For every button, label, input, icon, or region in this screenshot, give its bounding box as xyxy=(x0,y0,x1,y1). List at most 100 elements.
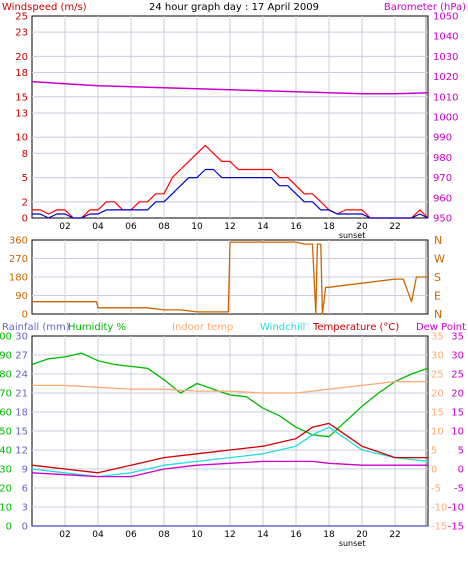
x-tick-label: 14 xyxy=(257,222,269,232)
humidity-axis-label: Humidity % xyxy=(68,322,126,333)
direction-tick-label: 270 xyxy=(9,254,28,265)
x-tick-label: 16 xyxy=(290,530,302,540)
x-tick-label: 14 xyxy=(257,530,269,540)
rain-tick-label: 12 xyxy=(15,446,28,457)
indoor-tick-label: -15 xyxy=(431,522,447,533)
humidity-tick-label: 60 xyxy=(0,408,12,419)
rain-tick-label: 18 xyxy=(15,408,28,419)
rain-tick-label: 3 xyxy=(22,503,28,514)
series-windchill-line xyxy=(31,426,429,478)
temp-tick-label: 5 xyxy=(458,446,464,457)
indoor-tick-label: 25 xyxy=(431,370,444,381)
indoor-tick-label: 10 xyxy=(431,427,444,438)
direction-tick-label: 360 xyxy=(9,236,28,247)
direction-tick-label: 180 xyxy=(9,273,28,284)
temp-tick-label: 15 xyxy=(451,408,464,419)
baro-axis-label: Barometer (hPa) xyxy=(384,2,466,13)
direction-tick-label: 90 xyxy=(15,291,28,302)
indoor-tick-label: 20 xyxy=(431,389,444,400)
x-tick-label: 20 xyxy=(356,222,368,232)
temp-tick-label: 0 xyxy=(458,465,464,476)
x-tick-label: 02 xyxy=(59,530,70,540)
x-tick-label: 10 xyxy=(191,222,203,232)
x-tick-label: 20 xyxy=(356,530,368,540)
rain-tick-label: 15 xyxy=(15,427,28,438)
humidity-tick-label: 90 xyxy=(0,351,12,362)
temp-tick-label: 35 xyxy=(451,332,464,343)
x-tick-label: 18 xyxy=(323,530,335,540)
series-gust-line xyxy=(32,168,429,219)
wind-tick-label: 13 xyxy=(15,108,28,119)
temp-tick-label: -15 xyxy=(448,522,464,533)
humidity-tick-label: 50 xyxy=(0,427,12,438)
direction-tick-label: 0 xyxy=(22,310,28,321)
wind-tick-label: 2 xyxy=(22,197,28,208)
series-humidity-line xyxy=(31,352,429,438)
baro-tick-label: 1020 xyxy=(433,72,458,83)
x-tick-label: 06 xyxy=(125,530,137,540)
x-tick-label: 22 xyxy=(389,222,400,232)
baro-tick-label: 1010 xyxy=(433,92,458,103)
x-tick-label: 04 xyxy=(92,222,104,232)
baro-tick-label: 1030 xyxy=(433,52,458,63)
temp-tick-label: 10 xyxy=(451,427,464,438)
baro-tick-label: 1000 xyxy=(433,113,458,124)
humidity-tick-label: 40 xyxy=(0,446,12,457)
series-temperature-line xyxy=(31,422,428,474)
humidity-tick-label: 20 xyxy=(0,484,12,495)
baro-tick-label: 960 xyxy=(433,193,452,204)
rain-tick-label: 9 xyxy=(22,465,28,476)
baro-tick-label: 950 xyxy=(433,214,452,225)
sunset-label: sunset xyxy=(339,231,366,240)
wind-tick-label: 20 xyxy=(15,52,28,63)
baro-tick-label: 970 xyxy=(433,173,452,184)
wind-tick-label: 23 xyxy=(15,28,28,39)
compass-label: E xyxy=(434,290,441,303)
x-tick-label: 08 xyxy=(158,222,170,232)
baro-tick-label: 980 xyxy=(433,153,452,164)
rain-tick-label: 21 xyxy=(15,389,28,400)
baro-tick-label: 1050 xyxy=(433,12,458,23)
wind-axis-label: Windspeed (m/s) xyxy=(2,2,87,13)
sunset-label: sunset xyxy=(339,539,366,548)
x-tick-label: 06 xyxy=(125,222,137,232)
indoor-tick-label: 5 xyxy=(431,446,437,457)
x-tick-label: 12 xyxy=(224,222,235,232)
x-tick-label: 08 xyxy=(158,530,170,540)
temperature-axis-label: Temperature (°C) xyxy=(312,322,399,333)
dewpoint-axis-label: Dew Point xyxy=(416,322,466,333)
rain-tick-label: 27 xyxy=(15,351,28,362)
x-tick-label: 22 xyxy=(389,530,400,540)
x-tick-label: 02 xyxy=(59,222,70,232)
chart-title: 24 hour graph day : 17 April 2009 xyxy=(149,2,319,13)
wind-tick-label: 10 xyxy=(15,133,28,144)
compass-label: W xyxy=(434,253,445,266)
rain-tick-label: 6 xyxy=(22,484,28,495)
baro-tick-label: 1040 xyxy=(433,32,458,43)
temp-tick-label: 20 xyxy=(451,389,464,400)
wind-tick-label: 5 xyxy=(22,173,28,184)
wind-tick-label: 25 xyxy=(15,12,28,23)
wind-tick-label: 8 xyxy=(22,149,28,160)
humidity-tick-label: 100 xyxy=(0,332,12,343)
indoor-tick-label: -10 xyxy=(431,503,447,514)
indoor-tick-label: 35 xyxy=(431,332,444,343)
indoor-tick-label: -5 xyxy=(431,484,441,495)
humidity-tick-label: 80 xyxy=(0,370,12,381)
windchill-label: Windchill xyxy=(260,322,305,333)
series-barometer-line xyxy=(31,80,429,95)
wind-tick-label: 0 xyxy=(22,214,28,225)
humidity-tick-label: 10 xyxy=(0,503,12,514)
wind-tick-label: 18 xyxy=(15,68,28,79)
series-direction-line xyxy=(32,241,428,315)
rain-tick-label: 24 xyxy=(15,370,28,381)
series-dew-point-line xyxy=(31,460,428,478)
temp-tick-label: -10 xyxy=(448,503,464,514)
indoor-temp-label: Indoor temp xyxy=(172,322,233,333)
x-tick-label: 12 xyxy=(224,530,235,540)
indoor-tick-label: 15 xyxy=(431,408,444,419)
temp-tick-label: 25 xyxy=(451,370,464,381)
x-tick-label: 16 xyxy=(290,222,302,232)
x-tick-label: 04 xyxy=(92,530,104,540)
